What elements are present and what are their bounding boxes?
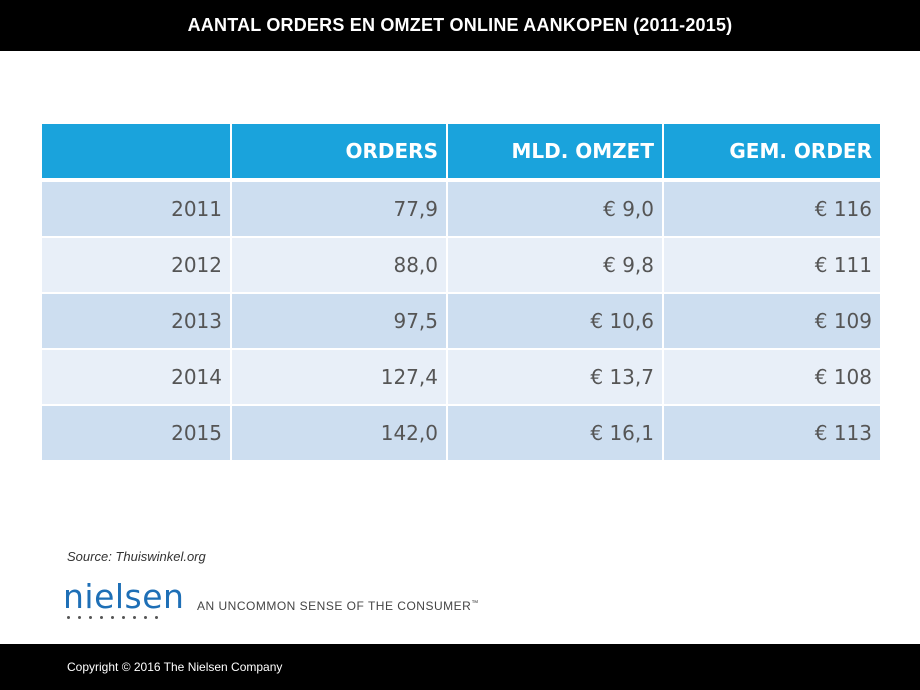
logo-dots [67,616,184,619]
table-row: 2012 88,0 € 9,8 € 111 [40,236,882,294]
column-header-revenue: MLD. OMZET [446,122,664,182]
cell-orders: 77,9 [230,179,448,238]
table-row: 2011 77,9 € 9,0 € 116 [40,179,882,238]
tagline: AN UNCOMMON SENSE OF THE CONSUMER™ [197,599,479,613]
tagline-text: AN UNCOMMON SENSE OF THE CONSUMER [197,599,472,613]
cell-avg-order: € 108 [662,348,882,406]
cell-year: 2013 [40,292,232,350]
cell-year: 2012 [40,236,232,294]
table-header-row: ORDERS MLD. OMZET GEM. ORDER [40,122,882,182]
page-title: AANTAL ORDERS EN OMZET ONLINE AANKOPEN (… [187,15,733,35]
column-header-year [40,122,232,182]
cell-revenue: € 9,8 [446,236,664,294]
cell-orders: 97,5 [230,292,448,350]
table-row: 2013 97,5 € 10,6 € 109 [40,292,882,350]
nielsen-logo: nielsen [63,580,184,619]
cell-avg-order: € 111 [662,236,882,294]
cell-avg-order: € 109 [662,292,882,350]
logo-wordmark: nielsen [63,577,185,616]
column-header-avg-order: GEM. ORDER [662,122,882,182]
cell-revenue: € 10,6 [446,292,664,350]
cell-year: 2011 [40,179,232,238]
cell-orders: 142,0 [230,404,448,462]
source-note: Source: Thuiswinkel.org [67,549,206,564]
copyright-text: Copyright © 2016 The Nielsen Company [67,660,283,674]
footer-bar: Copyright © 2016 The Nielsen Company [0,644,920,690]
cell-revenue: € 9,0 [446,179,664,238]
cell-revenue: € 16,1 [446,404,664,462]
cell-year: 2015 [40,404,232,462]
cell-orders: 88,0 [230,236,448,294]
cell-avg-order: € 116 [662,179,882,238]
trademark-mark: ™ [471,600,479,607]
cell-avg-order: € 113 [662,404,882,462]
column-header-orders: ORDERS [230,122,448,182]
cell-revenue: € 13,7 [446,348,664,406]
data-table: ORDERS MLD. OMZET GEM. ORDER 2011 77,9 €… [40,122,882,462]
cell-year: 2014 [40,348,232,406]
cell-orders: 127,4 [230,348,448,406]
table-row: 2014 127,4 € 13,7 € 108 [40,348,882,406]
table-row: 2015 142,0 € 16,1 € 113 [40,404,882,462]
title-bar: AANTAL ORDERS EN OMZET ONLINE AANKOPEN (… [0,0,920,51]
